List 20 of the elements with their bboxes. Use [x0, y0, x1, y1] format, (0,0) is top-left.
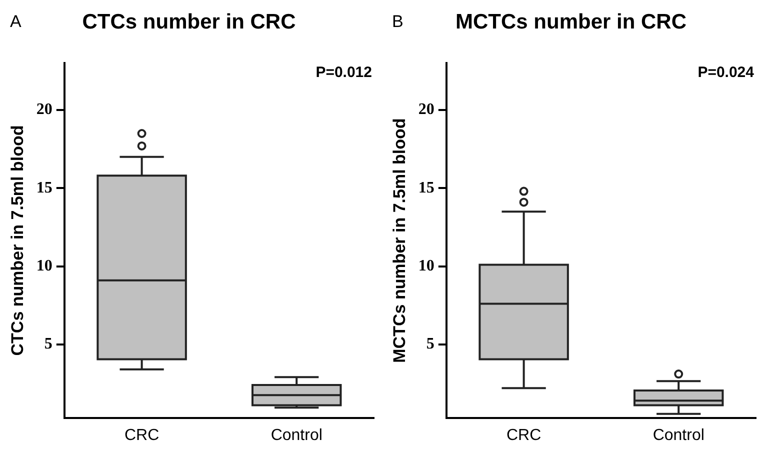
y-axis-title: CTCs number in 7.5ml blood [8, 125, 27, 356]
y-tick-label: 5 [426, 336, 434, 353]
y-tick-label: 20 [36, 101, 52, 118]
chart-title: MCTCs number in CRC [456, 10, 686, 34]
annotation: P=0.024 [698, 64, 755, 81]
annotation: P=0.012 [316, 64, 372, 81]
text: B [392, 12, 404, 32]
x-tick-label: Control [270, 426, 322, 444]
x-tick-label: CRC [506, 426, 542, 444]
y-tick-label: 5 [44, 336, 52, 353]
y-tick-label: 20 [418, 101, 434, 118]
y-tick-label: 15 [418, 179, 434, 196]
x-tick-label: CRC [124, 426, 160, 444]
y-tick-label: 15 [36, 179, 52, 196]
x-tick-label: Control [652, 426, 704, 444]
y-tick-label: 10 [418, 257, 434, 274]
y-axis-title: MCTCs number in 7.5ml blood [390, 118, 409, 363]
chart-title: CTCs number in CRC [82, 10, 296, 34]
text: A [10, 12, 22, 32]
y-tick-label: 10 [36, 257, 52, 274]
